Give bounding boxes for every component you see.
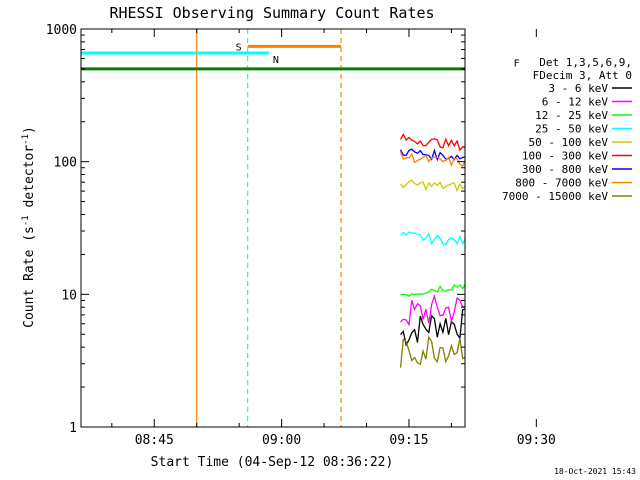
legend-header-line: Det 1,3,5,6,9,: [539, 56, 632, 69]
legend: Det 1,3,5,6,9,FDecim 3, Att 03 - 6 keV6 …: [502, 56, 632, 203]
legend-entry-label: 3 - 6 keV: [548, 82, 608, 95]
legend-entry-label: 6 - 12 keV: [542, 96, 609, 109]
legend-entry-label: 800 - 7000 keV: [515, 177, 608, 190]
legend-header-line: FDecim 3, Att 0: [533, 69, 632, 82]
x-axis-label: Start Time (04-Sep-12 08:36:22): [151, 455, 394, 470]
y-tick-label: 1: [69, 421, 77, 436]
y-axis-label: Count Rate (s-1 detector-1): [21, 126, 37, 328]
x-tick-label: 09:30: [517, 433, 556, 448]
flag-label-f: F: [514, 58, 520, 69]
plot-frame: [80, 28, 466, 428]
y-tick-label: 10: [61, 288, 77, 303]
chart-title: RHESSI Observing Summary Count Rates: [109, 4, 434, 22]
axes: 110100100008:4509:0009:1509:3009:4510:00…: [46, 23, 556, 448]
y-tick-label: 100: [54, 156, 77, 171]
legend-entry-label: 50 - 100 keV: [529, 136, 609, 149]
plot-inner: [81, 29, 465, 427]
y-axis-label-main: Count Rate (s: [22, 226, 37, 328]
legend-entry-label: 300 - 800 keV: [522, 163, 608, 176]
flag-label-s: S: [236, 42, 242, 53]
legend-entry-label: 25 - 50 keV: [535, 123, 608, 136]
y-axis-label-mid: detector: [22, 145, 37, 216]
legend-entry-label: 12 - 25 keV: [535, 109, 608, 122]
footer-timestamp: 18-Oct-2021 15:43: [554, 467, 636, 476]
x-tick-label: 09:00: [262, 433, 301, 448]
flag-label-n: N: [273, 55, 279, 66]
x-tick-label: 09:15: [389, 433, 428, 448]
legend-entry-label: 7000 - 15000 keV: [502, 190, 608, 203]
y-axis-label-sup: -1: [21, 215, 31, 226]
x-tick-label: 08:45: [135, 433, 174, 448]
legend-entry-label: 100 - 300 keV: [522, 150, 608, 163]
y-axis-label-end: ): [22, 126, 37, 134]
plot-area: SNFRD0RD6: [81, 29, 520, 427]
y-axis-label-sup2: -1: [21, 134, 31, 145]
y-tick-label: 1000: [46, 23, 77, 38]
